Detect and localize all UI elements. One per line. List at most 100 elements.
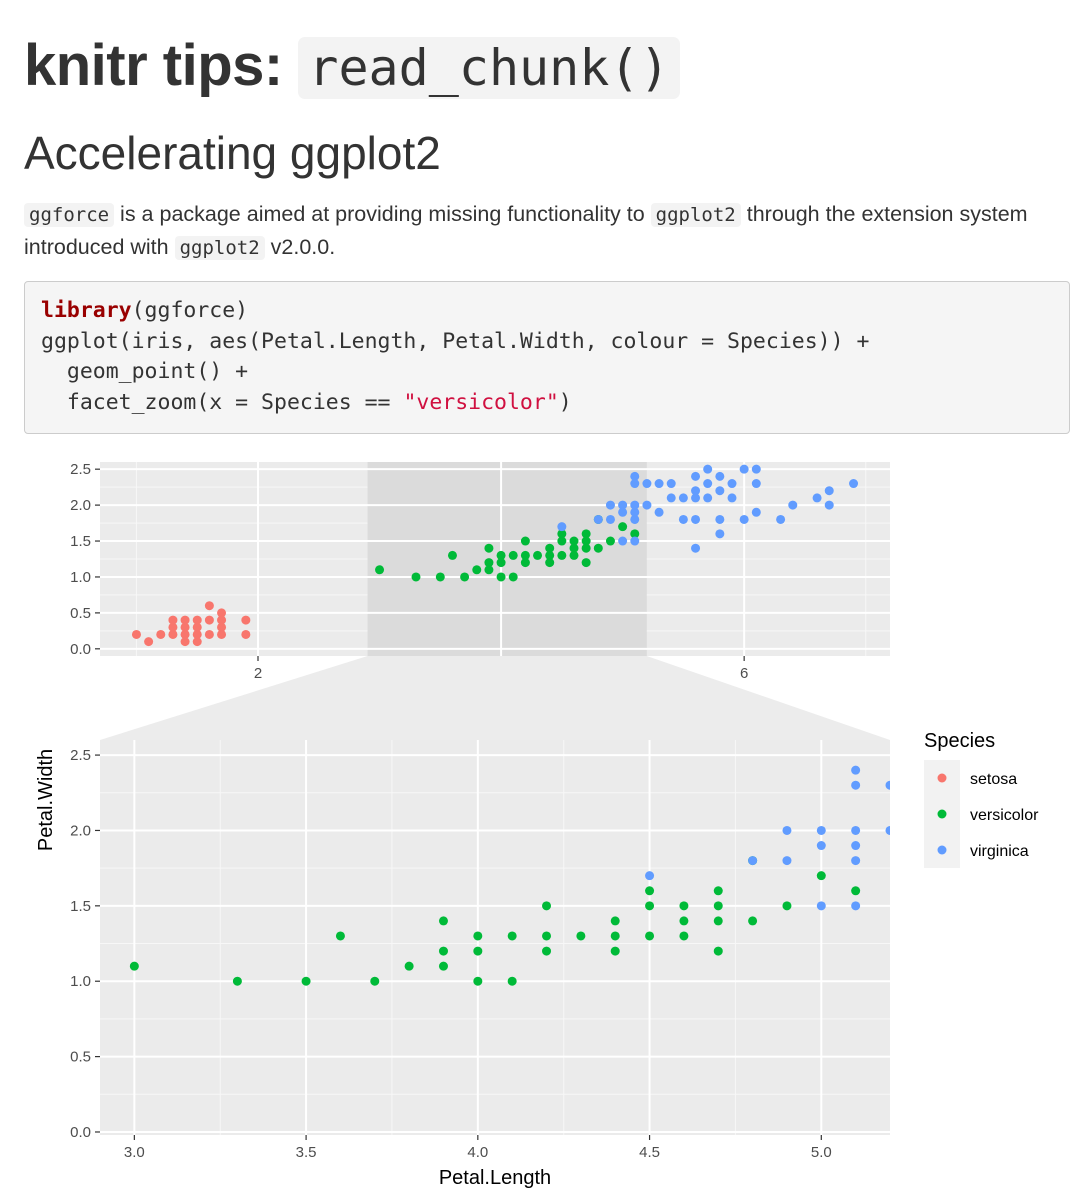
zoom-x-tick-label: 4.5 (639, 1144, 660, 1161)
zoom-point-versicolor (542, 946, 552, 956)
overview-point-versicolor (435, 572, 445, 582)
zoom-point-virginica (816, 901, 826, 911)
overview-y-tick-label: 1.0 (70, 569, 91, 586)
overview-y-tick-label: 2.5 (70, 461, 91, 478)
overview-point-setosa (168, 615, 178, 625)
zoom-point-versicolor (576, 931, 586, 941)
zoom-point-virginica (645, 871, 655, 881)
overview-point-setosa (131, 629, 141, 639)
page-title-code: read_chunk() (298, 37, 680, 99)
zoom-point-versicolor (679, 901, 689, 911)
zoom-point-virginica (851, 841, 861, 851)
zoom-x-tick-label: 5.0 (811, 1144, 832, 1161)
legend-point-versicolor (937, 809, 947, 819)
zoom-point-versicolor (438, 946, 448, 956)
legend-title: Species (924, 730, 995, 752)
overview-point-virginica (630, 500, 640, 510)
overview-point-versicolor (520, 558, 530, 568)
overview-point-virginica (691, 486, 701, 496)
overview-point-virginica (605, 514, 615, 524)
overview-point-versicolor (545, 543, 555, 553)
inline-code-ggforce: ggforce (24, 203, 115, 227)
zoom-point-virginica (782, 856, 792, 866)
overview-point-virginica (557, 522, 567, 532)
overview-point-virginica (678, 493, 688, 503)
zoom-point-versicolor (748, 916, 758, 926)
overview-point-setosa (180, 637, 190, 647)
page-title: knitr tips: read_chunk() (24, 22, 680, 112)
zoom-point-versicolor (370, 976, 380, 986)
overview-point-versicolor (569, 536, 579, 546)
zoom-point-versicolor (473, 976, 483, 986)
legend-label-versicolor: versicolor (970, 807, 1039, 824)
zoom-x-tick-label: 3.5 (296, 1144, 317, 1161)
zoom-point-versicolor (816, 871, 826, 881)
zoom-point-versicolor (542, 901, 552, 911)
zoom-point-versicolor (610, 931, 620, 941)
overview-point-virginica (751, 479, 761, 489)
overview-point-virginica (691, 543, 701, 553)
zoom-point-versicolor (404, 961, 414, 971)
zoom-point-versicolor (301, 976, 311, 986)
overview-point-virginica (666, 493, 676, 503)
overview-point-virginica (776, 514, 786, 524)
zoom-point-virginica (816, 841, 826, 851)
overview-point-versicolor (496, 550, 506, 560)
facet-zoom-chart: 2460.00.51.01.52.02.53.03.54.04.55.00.00… (35, 461, 1039, 1189)
overview-point-versicolor (569, 550, 579, 560)
overview-point-setosa (192, 637, 202, 647)
zoom-connector (100, 656, 890, 740)
overview-point-setosa (204, 601, 214, 611)
zoom-point-virginica (782, 825, 792, 835)
zoom-y-tick-label: 0.0 (70, 1124, 91, 1141)
zoom-point-virginica (851, 856, 861, 866)
code-line-4-pre: facet_zoom(x = Species == (41, 389, 404, 415)
zoom-point-virginica (851, 825, 861, 835)
overview-point-setosa (144, 637, 154, 647)
zoom-y-tick-label: 0.5 (70, 1049, 91, 1066)
y-axis-title: Petal.Width (35, 749, 57, 851)
overview-point-versicolor (460, 572, 470, 582)
code-block: library(ggforce) ggplot(iris, aes(Petal.… (24, 281, 1070, 434)
overview-point-virginica (618, 500, 628, 510)
overview-point-versicolor (533, 550, 543, 560)
overview-y-tick-label: 0.0 (70, 641, 91, 658)
zoom-y-tick-label: 1.5 (70, 898, 91, 915)
inline-code-ggplot2: ggplot2 (650, 203, 741, 227)
overview-point-virginica (703, 479, 713, 489)
overview-point-virginica (642, 500, 652, 510)
overview-point-virginica (751, 507, 761, 517)
overview-point-setosa (156, 629, 166, 639)
zoom-panel (100, 740, 890, 1135)
overview-point-versicolor (520, 536, 530, 546)
overview-point-virginica (715, 486, 725, 496)
zoom-point-versicolor (335, 931, 345, 941)
overview-point-virginica (715, 514, 725, 524)
overview-point-setosa (241, 615, 251, 625)
zoom-point-versicolor (713, 946, 723, 956)
zoom-x-tick-label: 4.0 (467, 1144, 488, 1161)
intro-paragraph: ggforce is a package aimed at providing … (24, 198, 1074, 264)
zoom-point-versicolor (851, 886, 861, 896)
code-line-3: geom_point() + (41, 359, 249, 384)
overview-point-versicolor (496, 558, 506, 568)
zoom-point-versicolor (645, 931, 655, 941)
overview-point-versicolor (447, 550, 457, 560)
zoom-point-versicolor (610, 946, 620, 956)
zoom-point-versicolor (473, 946, 483, 956)
code-line-1-rest: (ggforce) (131, 298, 249, 323)
overview-point-setosa (217, 622, 227, 632)
overview-x-tick-label: 6 (740, 665, 748, 682)
zoom-point-virginica (816, 825, 826, 835)
overview-point-versicolor (496, 572, 506, 582)
overview-point-versicolor (618, 522, 628, 532)
overview-point-versicolor (508, 572, 518, 582)
overview-point-virginica (654, 507, 664, 517)
overview-y-tick-label: 2.0 (70, 497, 91, 514)
legend-label-virginica: virginica (970, 843, 1029, 860)
intro-text-2: through the extension system introduced … (24, 202, 1028, 259)
overview-point-setosa (204, 629, 214, 639)
zoom-y-tick-label: 2.5 (70, 747, 91, 764)
overview-point-virginica (691, 471, 701, 481)
zoom-point-versicolor (129, 961, 139, 971)
